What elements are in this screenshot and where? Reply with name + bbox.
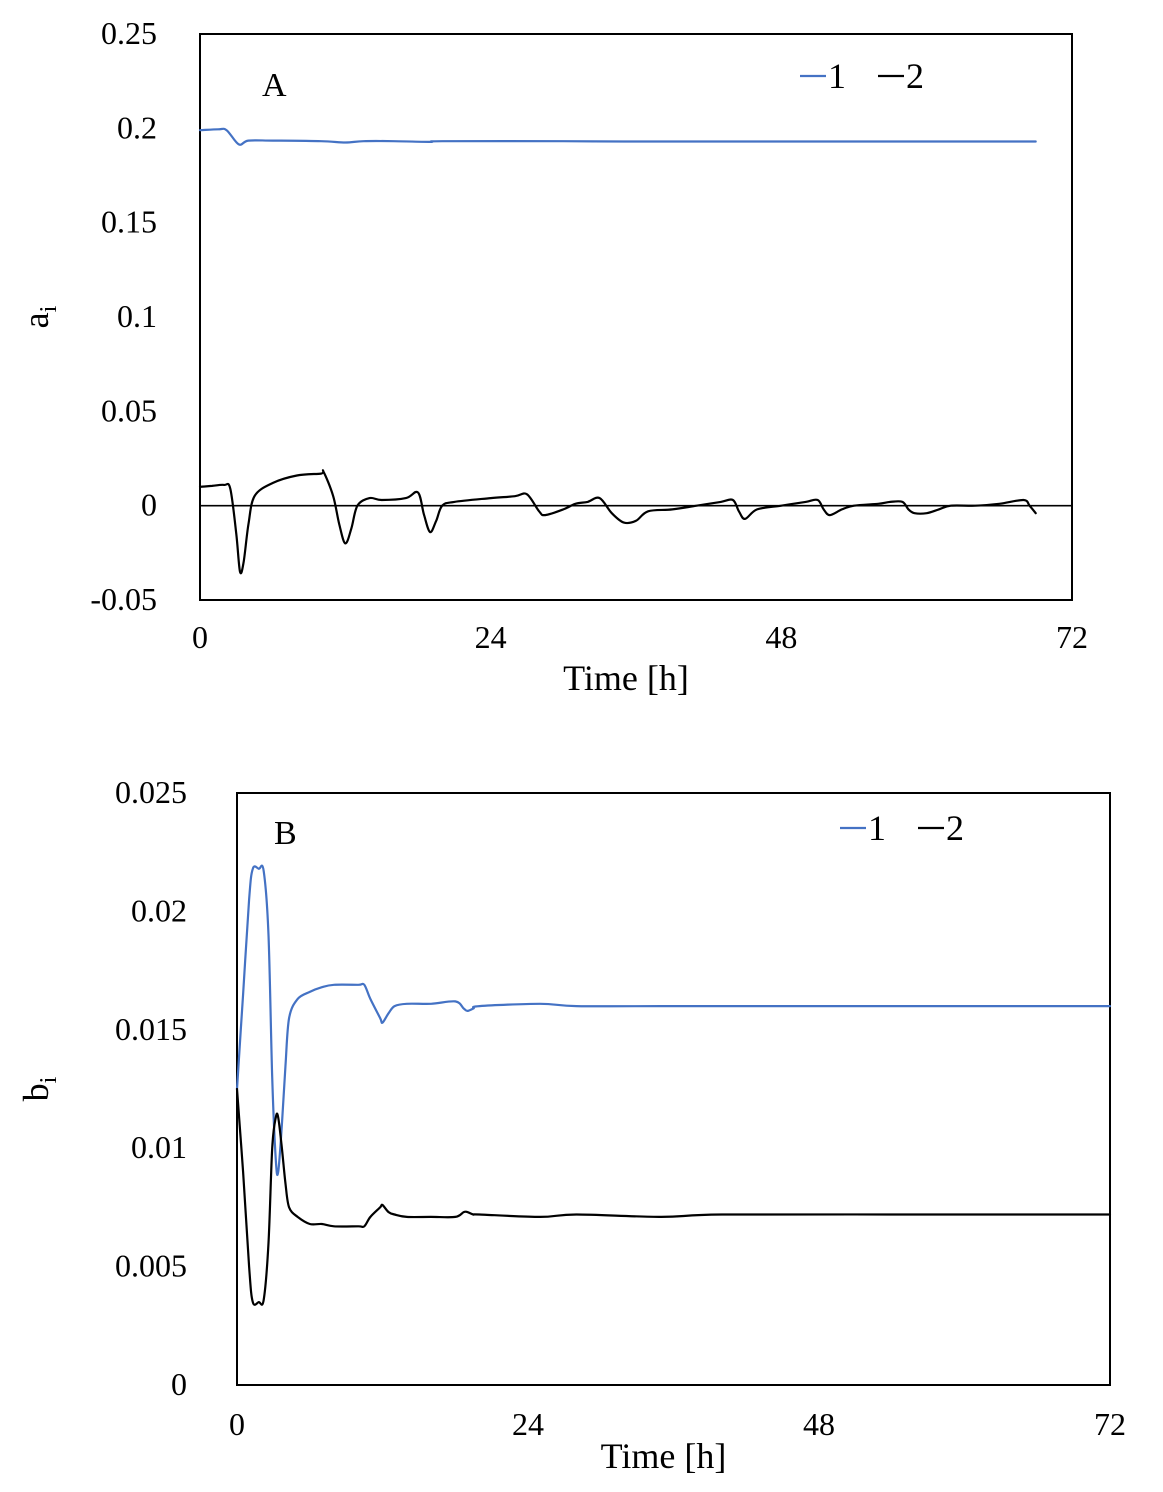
series-2-line-panel-B <box>235 1087 1112 1306</box>
x-tick-label: 48 <box>803 1406 835 1442</box>
legend-label-2: 2 <box>906 56 924 96</box>
panel-label-B: B <box>274 815 297 852</box>
y-tick-label: 0.15 <box>101 204 157 240</box>
x-axis-title: Time [h] <box>601 1436 727 1476</box>
y-axis-title-subscript: i <box>36 305 62 312</box>
y-tick-label: 0.005 <box>115 1248 187 1284</box>
y-axis-title-main: b <box>16 1083 56 1101</box>
x-axis-title: Time [h] <box>563 658 689 698</box>
legend-label-2: 2 <box>946 808 964 848</box>
x-tick-label: 24 <box>475 619 507 655</box>
legend-label-1: 1 <box>828 56 846 96</box>
y-axis-title: bi <box>16 1076 62 1101</box>
y-tick-label: 0.25 <box>101 15 157 51</box>
series-1-line-panel-A <box>198 127 1037 146</box>
panel-label-A: A <box>262 67 287 104</box>
series-2-line-panel-A <box>198 469 1037 575</box>
y-tick-label: 0 <box>141 487 157 523</box>
plot-frame-1 <box>199 33 1073 601</box>
series-1-line-panel-B <box>235 864 1112 1176</box>
y-tick-label: 0.025 <box>115 774 187 810</box>
y-tick-label: 0.015 <box>115 1011 187 1047</box>
y-axis-title-subscript: i <box>36 1076 62 1083</box>
x-tick-label: 72 <box>1056 619 1088 655</box>
y-tick-label: -0.05 <box>90 581 157 617</box>
x-tick-label: 48 <box>765 619 797 655</box>
y-tick-label: 0.2 <box>117 109 157 145</box>
y-tick-label: 0.1 <box>117 298 157 334</box>
x-tick-label: 0 <box>192 619 208 655</box>
plot-frame-2 <box>236 792 1111 1386</box>
x-tick-label: 0 <box>229 1406 245 1442</box>
y-tick-label: 0.05 <box>101 392 157 428</box>
legend-label-1: 1 <box>868 808 886 848</box>
panel-B: 0 24 48 72 0 0.005 0.01 0.015 0.02 0.025 Time [h] b… <box>16 774 1126 1476</box>
panel-A: 0 24 48 72 -0.05 0 0.05 0.1 0.15 0.2 0.25 Time [h] a… <box>16 15 1088 698</box>
x-tick-label: 72 <box>1094 1406 1126 1442</box>
y-tick-label: 0.02 <box>131 892 187 928</box>
y-tick-label: 0 <box>171 1366 187 1402</box>
y-tick-label: 0.01 <box>131 1129 187 1165</box>
x-tick-label: 24 <box>512 1406 544 1442</box>
y-axis-title-main: a <box>16 312 56 328</box>
y-axis-title: ai <box>16 305 62 328</box>
